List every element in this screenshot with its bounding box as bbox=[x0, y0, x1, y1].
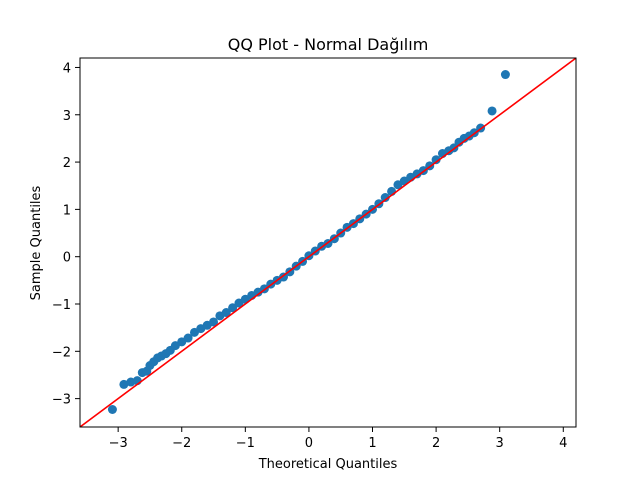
y-tick-label: 2 bbox=[63, 156, 71, 171]
scatter-point bbox=[119, 379, 129, 389]
x-tick-label: 2 bbox=[432, 436, 440, 451]
scatter-point bbox=[500, 70, 510, 80]
y-tick-label: 0 bbox=[63, 251, 71, 266]
scatter-point bbox=[209, 317, 219, 327]
y-tick-label: 4 bbox=[63, 61, 71, 76]
x-tick-label: −1 bbox=[236, 436, 255, 451]
y-axis-label: Sample Quantiles bbox=[29, 185, 44, 300]
scatter-point bbox=[487, 106, 497, 116]
y-tick-label: 1 bbox=[63, 203, 71, 218]
scatter-point bbox=[183, 333, 193, 343]
scatter-point bbox=[431, 155, 441, 165]
x-tick-label: 4 bbox=[559, 436, 567, 451]
plot-marks bbox=[80, 58, 576, 427]
plot-area bbox=[80, 58, 576, 427]
x-tick-label: −2 bbox=[172, 436, 191, 451]
x-tick-label: 0 bbox=[305, 436, 313, 451]
y-tick-label: 3 bbox=[63, 109, 71, 124]
x-axis-label: Theoretical Quantiles bbox=[258, 457, 398, 472]
x-tick-label: −3 bbox=[109, 436, 128, 451]
y-tick-label: −1 bbox=[52, 298, 71, 313]
scatter-point bbox=[228, 303, 238, 313]
chart-title: QQ Plot - Normal Dağılım bbox=[228, 35, 429, 54]
scatter-point bbox=[107, 405, 117, 414]
reference-line bbox=[80, 58, 576, 427]
scatter-point bbox=[221, 308, 231, 318]
scatter-point bbox=[380, 193, 390, 203]
y-tick-label: −3 bbox=[52, 393, 71, 408]
y-tick-label: −2 bbox=[52, 345, 71, 360]
x-tick-label: 1 bbox=[368, 436, 376, 451]
axes: −3 −2 −1 0 1 2 3 4 −3 −2 −1 0 1 2 3 4 bbox=[52, 57, 577, 451]
axes-frame bbox=[79, 57, 577, 428]
x-tick-label: 3 bbox=[496, 436, 504, 451]
